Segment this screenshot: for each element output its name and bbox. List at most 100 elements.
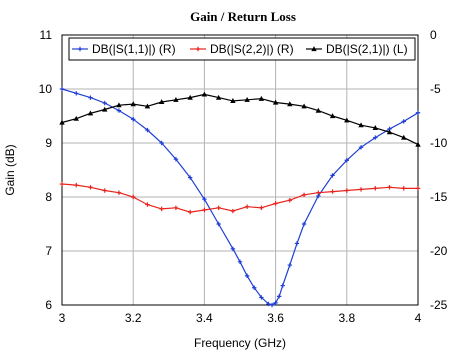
axis-ticks: 3 3.2 3.4 3.6 3.8 4 6 7 8 9 10 11 -25 -20 -15 -10 -5 0 [39,28,448,325]
data-point [158,99,165,105]
y-left-tick-label: 10 [39,82,53,96]
x-tick-label: 3.2 [125,311,142,325]
grid-lines [62,35,418,305]
data-point [329,113,336,119]
data-point [195,46,201,52]
data-point [344,158,349,163]
x-axis-label: Frequency (GHz) [194,336,286,350]
legend-label: DB(|S(2,2)|) (R) [210,42,294,56]
x-tick-label: 3.6 [267,311,284,325]
y-left-tick-label: 11 [40,28,53,42]
data-point [173,205,179,210]
data-point [59,181,65,187]
data-point [77,46,83,52]
data-point [372,125,378,130]
data-point [202,196,207,202]
data-point [116,190,122,195]
data-point [415,186,421,191]
data-point [215,94,222,100]
data-point [159,206,164,212]
plot-frame [61,34,419,306]
data-point [316,190,321,195]
data-point [266,301,271,307]
data-point [258,95,265,101]
data-point [102,106,108,112]
y-right-tick-label: -20 [430,244,448,258]
data-point [269,302,275,308]
data-point [116,102,122,108]
x-tick-label: 4 [415,311,422,325]
data-point [230,98,236,103]
data-point [252,285,257,290]
series-lines [59,86,421,308]
legend-label: DB(|S(1,1)|) (R) [92,42,176,56]
data-point [159,140,164,146]
data-point [287,101,293,107]
data-point [187,209,193,215]
data-point [280,283,285,288]
data-point [276,294,282,299]
data-point [74,91,79,96]
series-line [61,183,418,213]
data-point [301,221,307,227]
data-point [88,95,93,100]
legend: DB(|S(1,1)|) (R) DB(|S(2,2)|) (R) DB(|S(2,… [68,37,416,61]
data-point [74,182,79,188]
data-point [237,259,243,264]
data-point [344,188,349,193]
y-right-tick-label: -15 [430,190,448,204]
data-point [287,198,293,203]
data-point [401,186,406,191]
data-point [244,273,250,279]
series-2 [59,181,421,215]
chart-title: Gain / Return Loss [190,9,296,24]
data-point [216,221,221,227]
data-point [145,202,150,207]
y-right-tick-label: -25 [430,298,448,312]
x-tick-label: 3 [59,311,66,325]
data-point [358,145,364,150]
data-point [294,241,300,246]
data-point [401,119,406,124]
data-point [259,205,264,210]
data-point [88,185,93,190]
data-point [145,127,150,133]
data-point [230,246,236,252]
y-left-tick-label: 9 [45,136,52,150]
x-tick-label: 3.8 [338,311,355,325]
y-left-tick-label: 6 [45,298,52,312]
data-point [187,175,193,180]
data-point [415,110,421,115]
data-point [131,194,136,200]
data-point [415,141,421,147]
data-point [244,204,250,209]
series-1 [59,86,421,308]
legend-box [68,37,416,61]
data-point [201,91,208,97]
data-point [173,96,179,102]
data-point [358,187,364,192]
data-point [73,115,79,121]
data-point [311,46,317,52]
data-point [87,110,94,116]
data-point [358,122,364,128]
legend-label: DB(|S(2,1)|) (L) [326,42,408,56]
data-point [59,86,65,92]
data-point [373,186,378,191]
data-point [386,129,393,135]
data-point [272,99,279,105]
data-point [259,295,264,300]
x-tick-label: 3.4 [196,311,213,325]
data-point [315,107,322,113]
data-point [273,300,278,306]
series-3 [59,91,421,147]
data-point [244,96,250,102]
data-point [102,100,107,106]
y-left-tick-label: 8 [45,190,52,204]
data-point [373,135,378,140]
data-point [59,119,65,125]
data-point [330,189,335,194]
data-point [230,208,236,214]
